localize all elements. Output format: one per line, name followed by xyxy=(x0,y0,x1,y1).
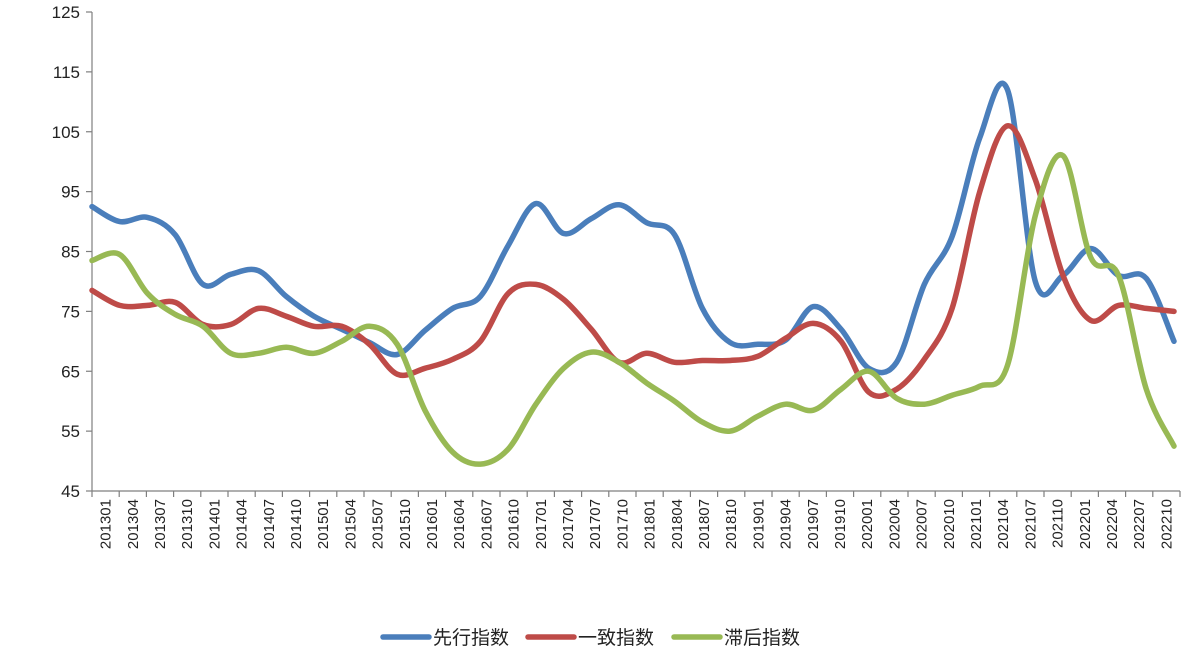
y-tick-label: 95 xyxy=(61,183,80,202)
x-tick-label: 202110 xyxy=(1050,499,1067,548)
x-tick-label: 201501 xyxy=(315,499,332,549)
y-tick-label: 55 xyxy=(61,422,80,441)
y-tick-label: 85 xyxy=(61,243,80,262)
x-tick-label: 202201 xyxy=(1077,499,1094,549)
x-tick-label: 201410 xyxy=(288,499,305,549)
x-tick-label: 201804 xyxy=(669,499,686,549)
x-tick-label: 201307 xyxy=(152,499,169,549)
x-tick-label: 201504 xyxy=(342,499,359,549)
x-tick-label: 201601 xyxy=(424,499,441,549)
x-tick-label: 202204 xyxy=(1104,499,1121,549)
legend-label-3: 滞后指数 xyxy=(724,627,800,649)
x-tick-label: 201704 xyxy=(560,499,577,549)
x-tick-label: 201301 xyxy=(98,499,115,549)
chart-legend: 先行指数 一致指数 滞后指数 xyxy=(380,627,800,649)
y-axis-ticks: 45 55 65 75 85 95 105 115 125 xyxy=(52,3,92,501)
x-tick-label: 201607 xyxy=(478,499,495,549)
x-tick-label: 201604 xyxy=(451,499,468,549)
x-tick-label: 201407 xyxy=(261,499,278,549)
y-tick-label: 125 xyxy=(52,3,80,22)
x-tick-label: 201310 xyxy=(179,499,196,549)
x-tick-label: 201801 xyxy=(642,499,659,549)
x-tick-label: 202210 xyxy=(1158,499,1175,549)
x-tick-label: 201304 xyxy=(125,499,142,549)
x-tick-label: 201910 xyxy=(832,499,849,549)
x-tick-label: 201907 xyxy=(805,499,822,549)
x-tick-label: 201901 xyxy=(750,499,767,549)
x-tick-label: 201401 xyxy=(206,499,223,549)
x-tick-label: 202101 xyxy=(968,499,985,549)
y-tick-label: 105 xyxy=(52,123,80,142)
x-tick-label: 201710 xyxy=(614,499,631,549)
x-tick-label: 201701 xyxy=(533,499,550,549)
x-tick-label: 201610 xyxy=(506,499,523,549)
y-tick-label: 75 xyxy=(61,302,80,321)
chart-series xyxy=(89,80,1177,467)
series-line-1 xyxy=(89,80,1177,376)
series-line-2 xyxy=(89,123,1177,399)
x-tick-label: 201507 xyxy=(370,499,387,549)
x-tick-label: 202001 xyxy=(859,499,876,549)
x-tick-label: 201807 xyxy=(696,499,713,549)
x-tick-label: 202107 xyxy=(1022,499,1039,549)
x-tick-label: 201510 xyxy=(397,499,414,549)
legend-label-2: 一致指数 xyxy=(578,627,654,649)
x-tick-label: 201707 xyxy=(587,499,604,549)
x-tick-label: 201904 xyxy=(778,499,795,549)
x-tick-label: 201810 xyxy=(723,499,740,549)
x-tick-label: 201404 xyxy=(234,499,251,549)
x-tick-label: 202004 xyxy=(886,499,903,549)
x-tick-label: 202104 xyxy=(995,499,1012,549)
x-tick-label: 202010 xyxy=(941,499,958,549)
y-tick-label: 65 xyxy=(61,362,80,381)
x-tick-label: 202207 xyxy=(1131,499,1148,549)
x-tick-label: 202007 xyxy=(914,499,931,549)
series-line-3 xyxy=(89,152,1177,467)
legend-label-1: 先行指数 xyxy=(433,627,509,649)
y-tick-label: 115 xyxy=(53,63,80,82)
chart-axes xyxy=(91,12,1180,492)
y-tick-label: 45 xyxy=(61,482,80,501)
x-axis-ticks: 201301 201304 201307 201310 201401 201404 2014… xyxy=(91,491,1181,549)
